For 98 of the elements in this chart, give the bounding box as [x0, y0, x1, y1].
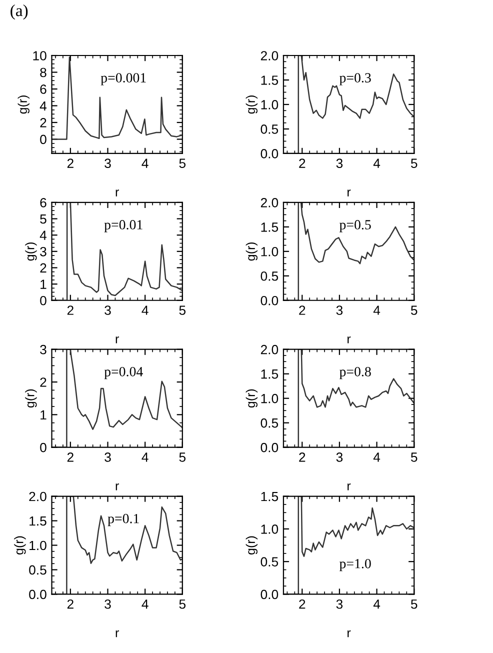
- annotation: p=1.0: [339, 558, 371, 572]
- x-tick-label: 5: [410, 306, 418, 315]
- y-tick-label: 1.0: [30, 540, 46, 550]
- y-tick-label: 2: [40, 118, 46, 128]
- y-tick-label: 1.0: [261, 524, 278, 534]
- y-axis-title: g(r): [246, 242, 258, 261]
- x-axis-title: r: [116, 483, 119, 490]
- y-tick-label: 1: [40, 410, 46, 420]
- y-tick-label: 2.0: [260, 198, 278, 208]
- x-tick-label: 4: [142, 306, 148, 315]
- x-tick-label: 3: [104, 306, 111, 315]
- x-tick-label: 3: [336, 452, 343, 462]
- y-tick-label: 0.5: [260, 124, 278, 134]
- x-tick-label: 2: [67, 452, 74, 462]
- y-tick-label: 2: [40, 378, 46, 387]
- y-tick-label: 4: [40, 230, 47, 240]
- x-tick-label: 2: [299, 599, 306, 609]
- x-axis-title: r: [116, 336, 119, 344]
- y-tick-label: 1.5: [261, 222, 278, 232]
- y-tick-label: 4: [40, 101, 47, 111]
- x-axis-title: r: [116, 630, 119, 638]
- y-tick-label: 6: [40, 84, 46, 94]
- x-tick-label: 5: [410, 158, 418, 168]
- x-tick-label: 5: [179, 600, 186, 609]
- y-tick-label: 0.0: [260, 149, 278, 158]
- x-tick-label: 5: [410, 452, 418, 462]
- x-tick-label: 3: [104, 452, 111, 462]
- x-axis-title: r: [348, 336, 351, 344]
- y-axis-title: g(r): [246, 536, 258, 554]
- y-axis-title: g(r): [246, 389, 258, 408]
- y-tick-label: 2.0: [260, 51, 278, 60]
- x-tick-label: 5: [410, 600, 418, 609]
- x-tick-label: 4: [373, 306, 380, 315]
- y-tick-label: 0: [40, 296, 46, 306]
- y-tick-label: 1.5: [30, 516, 46, 526]
- x-tick-label: 3: [104, 599, 111, 609]
- y-tick-label: 0.0: [29, 590, 46, 600]
- y-tick-label: 1.0: [261, 246, 278, 256]
- y-tick-label: 1.0: [261, 394, 278, 404]
- x-tick-label: 2: [299, 306, 306, 315]
- y-tick-label: 2.0: [29, 492, 46, 502]
- x-tick-label: 3: [336, 158, 343, 168]
- y-tick-label: 2.0: [260, 344, 278, 354]
- x-tick-label: 3: [336, 599, 343, 609]
- x-tick-label: 5: [179, 452, 186, 462]
- y-tick-label: 1.5: [261, 370, 278, 379]
- y-tick-label: 0.5: [260, 557, 278, 566]
- annotation: p=0.5: [339, 220, 371, 232]
- annotation: p=0.3: [339, 73, 371, 86]
- annotation: p=0.001: [100, 73, 146, 86]
- annotation: p=0.8: [339, 366, 371, 380]
- y-tick-label: 8: [40, 68, 46, 78]
- y-axis-title: g(r): [18, 96, 30, 114]
- x-tick-label: 3: [104, 158, 111, 168]
- x-tick-label: 4: [373, 158, 380, 168]
- y-axis-title: g(r): [25, 242, 37, 261]
- y-tick-label: 10: [33, 51, 46, 60]
- x-axis-title: r: [116, 190, 119, 196]
- y-tick-label: 1.5: [261, 76, 278, 85]
- y-tick-label: 0.0: [260, 442, 278, 452]
- annotation: p=0.01: [104, 220, 142, 232]
- x-tick-label: 4: [142, 158, 148, 168]
- y-tick-label: 3: [40, 246, 46, 256]
- y-axis-title: g(r): [14, 536, 26, 554]
- x-tick-label: 2: [299, 452, 306, 462]
- y-tick-label: 1.0: [261, 100, 278, 110]
- x-tick-label: 2: [67, 599, 74, 609]
- x-axis-title: r: [348, 630, 351, 638]
- x-tick-label: 4: [373, 452, 380, 462]
- text: (a): [10, 4, 28, 20]
- y-tick-label: 0: [40, 442, 46, 452]
- x-tick-label: 5: [179, 158, 186, 168]
- annotation: p=0.04: [104, 366, 143, 380]
- x-tick-label: 2: [299, 158, 306, 168]
- y-tick-label: 0.5: [260, 271, 278, 281]
- x-tick-label: 4: [142, 600, 148, 609]
- x-tick-label: 2: [67, 306, 74, 315]
- x-axis-title: r: [348, 190, 351, 196]
- y-tick-label: 5: [40, 214, 46, 224]
- y-tick-label: 0.0: [260, 590, 278, 600]
- x-tick-label: 3: [336, 306, 343, 315]
- x-tick-label: 4: [373, 600, 380, 609]
- y-tick-label: 6: [40, 198, 46, 208]
- y-tick-label: 3: [40, 344, 46, 354]
- y-tick-label: 1.5: [261, 492, 278, 502]
- y-tick-label: 0.0: [260, 296, 278, 306]
- x-tick-label: 5: [179, 306, 186, 315]
- y-axis-title: g(r): [25, 389, 37, 408]
- y-tick-label: 2: [40, 263, 46, 273]
- y-tick-label: 0: [40, 134, 46, 144]
- x-tick-label: 2: [67, 158, 74, 168]
- annotation: p=0.1: [108, 514, 139, 526]
- y-tick-label: 0.5: [29, 565, 46, 575]
- y-axis-title: g(r): [246, 96, 258, 114]
- x-axis-title: r: [348, 483, 351, 490]
- y-tick-label: 0.5: [260, 418, 278, 428]
- x-tick-label: 4: [142, 452, 148, 462]
- y-tick-label: 1: [40, 280, 46, 289]
